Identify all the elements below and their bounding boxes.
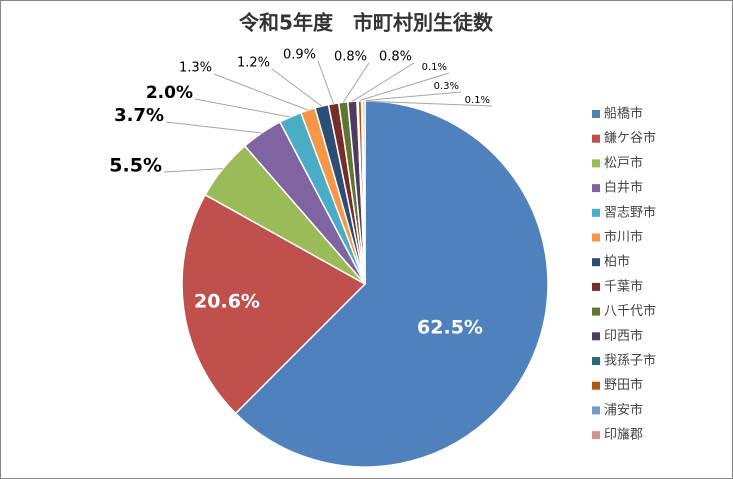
data-label: 62.5% [417,317,483,339]
legend-label: 柏市 [604,254,630,270]
data-label: 0.3% [434,81,459,92]
legend-swatch [592,431,600,440]
pie-slice [234,100,549,468]
legend-label: 印西市 [604,328,643,344]
leader-line [359,91,462,102]
data-label: 0.8% [379,50,412,65]
data-label: 1.3% [179,61,212,76]
legend-swatch [592,258,600,267]
leader-line [271,68,323,107]
legend-swatch [592,134,600,143]
data-label: 0.9% [283,48,316,63]
legend-swatch [592,233,600,242]
leader-line [352,62,415,102]
legend-swatch [592,332,600,341]
legend-label: 野田市 [604,377,643,393]
data-label: 0.1% [422,62,447,73]
legend-swatch [592,381,600,390]
leader-line [194,98,291,118]
data-label: 5.5% [109,155,162,177]
legend-label: 浦安市 [604,402,643,418]
leader-line [362,100,493,107]
pie-slice [181,193,367,415]
chart-title: 令和5年度 市町村別生徒数 [239,11,494,35]
legend-label: 千葉市 [604,278,643,294]
legend-label: 習志野市 [604,204,656,220]
legend-swatch [592,184,600,193]
data-label: 3.7% [114,105,164,126]
legend-swatch [592,406,600,415]
legend-label: 船橋市 [604,106,643,122]
data-label: 0.1% [465,95,490,106]
data-label: 1.2% [237,56,270,71]
data-label: 0.8% [334,50,367,65]
leader-line [163,168,223,173]
legend-label: 八千代市 [604,303,656,319]
legend-swatch [592,282,600,291]
pie-slice [361,100,366,285]
leader-line [213,73,309,111]
legend-label: 印旛郡 [604,427,643,443]
data-label: 2.0% [146,83,193,103]
legend-swatch [592,357,600,365]
legend-swatch [592,110,600,118]
legend-swatch [592,307,600,316]
legend-swatch [592,159,600,168]
data-label: 20.6% [194,291,260,313]
leader-line [165,121,262,134]
legend-label: 市川市 [604,229,643,245]
legend-label: 白井市 [604,180,643,196]
legend-swatch [592,208,600,217]
legend-label: 我孫子市 [604,353,656,369]
legend-label: 鎌ケ谷市 [604,130,656,146]
legend-label: 松戸市 [604,155,643,171]
leader-line [317,60,335,104]
leader-line [342,62,370,103]
leader-line [357,72,450,102]
